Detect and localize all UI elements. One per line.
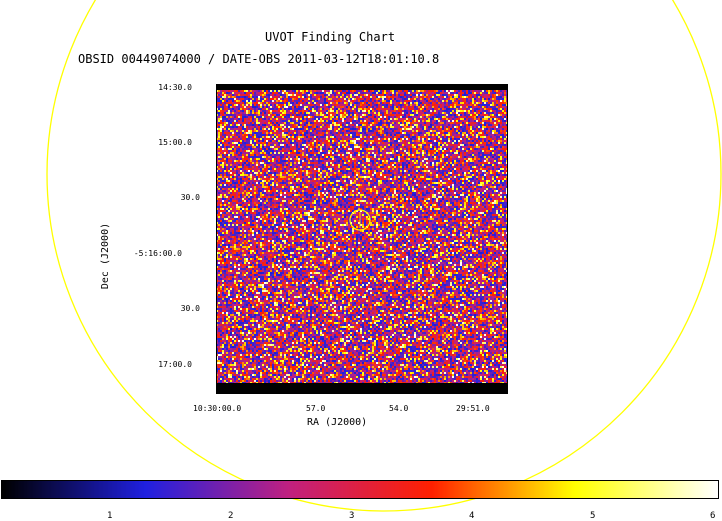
x-tick-label: 10:30:00.0 xyxy=(193,404,242,413)
y-tick-label: 30.0 xyxy=(180,193,200,202)
colorbar-tick-label: 3 xyxy=(349,511,355,521)
x-axis-label: RA (J2000) xyxy=(307,417,368,428)
y-tick-label: 15:00.0 xyxy=(158,138,192,147)
chart-subtitle: OBSID 00449074000 / DATE-OBS 2011-03-12T… xyxy=(78,52,440,66)
y-axis-label: Dec (J2000) xyxy=(100,222,111,290)
colorbar-tick-label: 5 xyxy=(590,511,596,521)
colorbar-tick-label: 4 xyxy=(469,511,475,521)
colorbar xyxy=(1,480,719,499)
y-tick-label: 17:00.0 xyxy=(158,360,192,369)
chart-title: UVOT Finding Chart xyxy=(265,30,396,44)
colorbar-tick-label: 6 xyxy=(710,511,716,521)
x-tick-label: 57.0 xyxy=(306,404,326,413)
x-tick-label: 54.0 xyxy=(389,404,409,413)
colorbar-tick-label: 1 xyxy=(107,511,113,521)
y-tick-label: 30.0 xyxy=(180,304,200,313)
y-tick-label: 14:30.0 xyxy=(158,83,192,92)
sky-image xyxy=(216,84,508,394)
field-of-view-circle xyxy=(46,0,722,512)
x-tick-label: 29:51.0 xyxy=(456,404,490,413)
colorbar-tick-label: 2 xyxy=(228,511,234,521)
y-tick-label: -5:16:00.0 xyxy=(133,249,182,258)
